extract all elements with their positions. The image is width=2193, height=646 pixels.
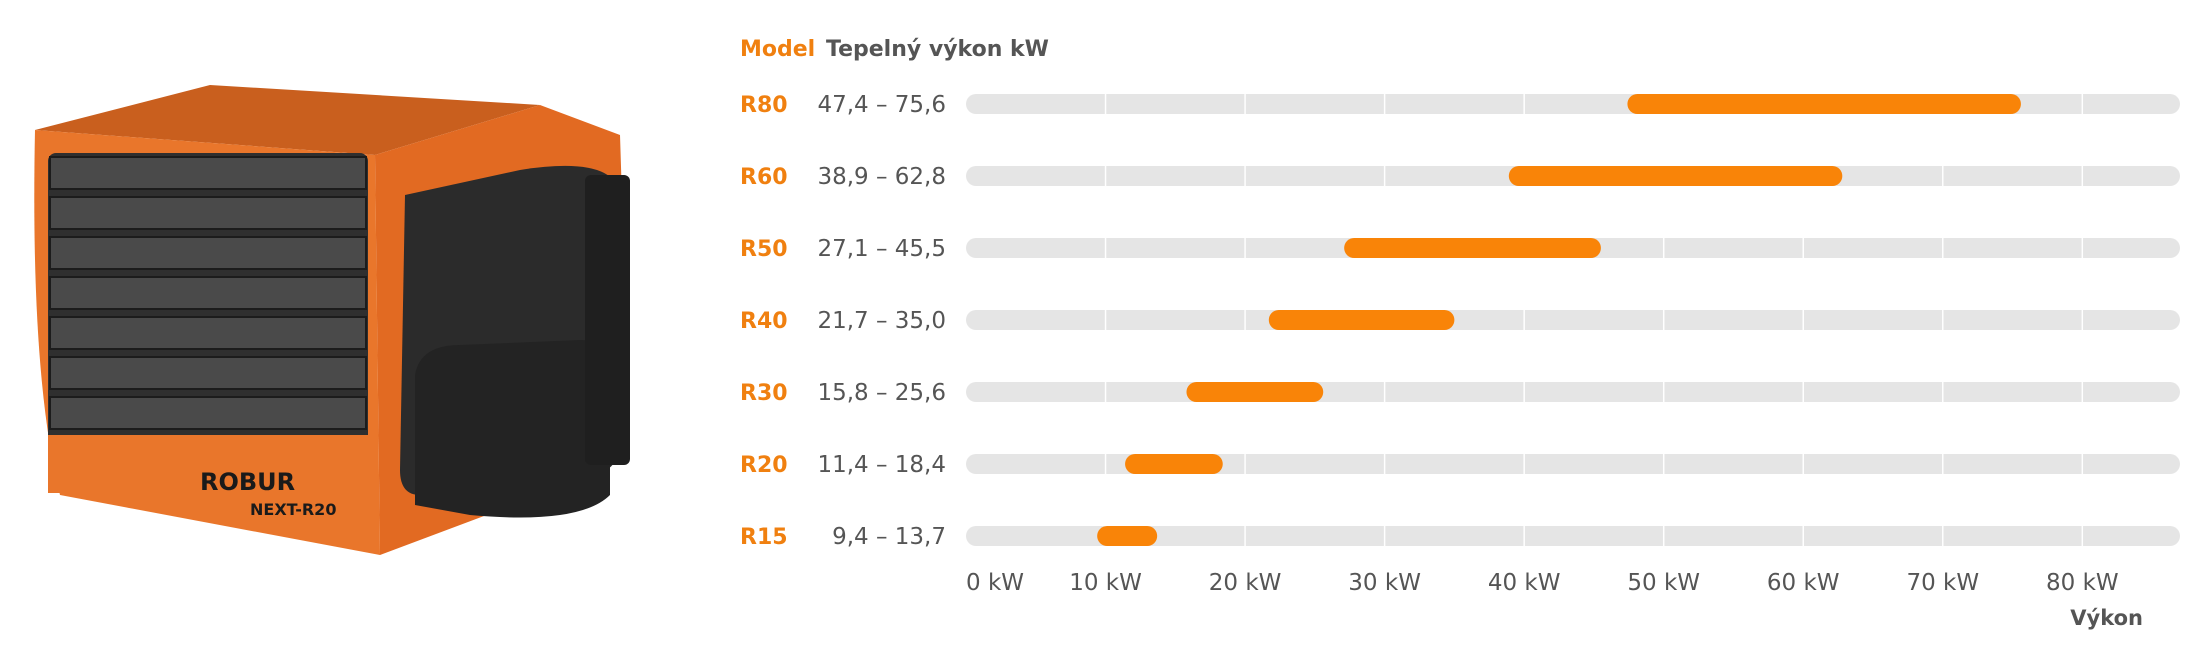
- brand-logo: ROBUR: [200, 468, 295, 496]
- model-label: R60: [740, 165, 788, 190]
- chart-row-r60: R60 38,9 – 62,8: [740, 164, 2180, 190]
- model-label: R40: [740, 309, 788, 334]
- x-tick-label: 0 kW: [966, 570, 1024, 596]
- x-tick-label: 20 kW: [1209, 570, 1282, 596]
- x-axis-title: Výkon: [2070, 606, 2143, 630]
- header-model: Model: [740, 37, 815, 62]
- header-power: Tepelný výkon kW: [826, 37, 1049, 62]
- chart-row-r40: R40 21,7 – 35,0: [740, 308, 2180, 334]
- chart-row-r50: R50 27,1 – 45,5: [740, 236, 2180, 262]
- range-bar: [1268, 310, 1455, 330]
- range-label: 38,9 – 62,8: [817, 164, 946, 190]
- x-tick-label: 10 kW: [1069, 570, 1142, 596]
- model-plate: NEXT-R20: [250, 500, 336, 519]
- model-label: R20: [740, 453, 788, 478]
- range-bar: [1097, 526, 1158, 546]
- model-label: R30: [740, 381, 788, 406]
- chart-row-r20: R20 11,4 – 18,4: [740, 452, 2180, 478]
- range-track: [966, 454, 2180, 474]
- range-bar: [1344, 238, 1601, 258]
- range-label: 27,1 – 45,5: [817, 236, 946, 262]
- range-bar: [1186, 382, 1324, 402]
- chart-row-r30: R30 15,8 – 25,6: [740, 380, 2180, 406]
- x-tick-label: 30 kW: [1348, 570, 1421, 596]
- x-axis-ticks: 0 kW 10 kW 20 kW 30 kW 40 kW 50 kW 60 kW 70 kW 8…: [966, 570, 2119, 596]
- chart-row-r80: R80 47,4 – 75,6: [740, 92, 2180, 118]
- model-label: R50: [740, 237, 788, 262]
- range-bar: [1125, 454, 1223, 474]
- range-label: 47,4 – 75,6: [817, 92, 946, 118]
- range-label: 11,4 – 18,4: [817, 452, 946, 478]
- range-bar: [1508, 166, 1843, 186]
- model-label: R80: [740, 93, 788, 118]
- range-bar: [1627, 94, 2021, 114]
- chart-row-r15: R15 9,4 – 13,7: [740, 524, 2180, 550]
- range-track: [966, 382, 2180, 402]
- model-label: R15: [740, 525, 788, 550]
- range-track: [966, 310, 2180, 330]
- x-tick-label: 50 kW: [1627, 570, 1700, 596]
- x-tick-label: 40 kW: [1488, 570, 1561, 596]
- x-tick-label: 70 kW: [1906, 570, 1979, 596]
- x-tick-label: 60 kW: [1767, 570, 1840, 596]
- range-label: 15,8 – 25,6: [817, 380, 946, 406]
- range-label: 21,7 – 35,0: [817, 308, 946, 334]
- chart-rows: R80 47,4 – 75,6 R60 38,9 – 62,8 R50 27,1 – 45…: [740, 92, 2180, 550]
- product-image: ROBUR NEXT-R20: [34, 85, 630, 555]
- x-tick-label: 80 kW: [2046, 570, 2119, 596]
- range-track: [966, 526, 2180, 546]
- range-label: 9,4 – 13,7: [832, 524, 946, 550]
